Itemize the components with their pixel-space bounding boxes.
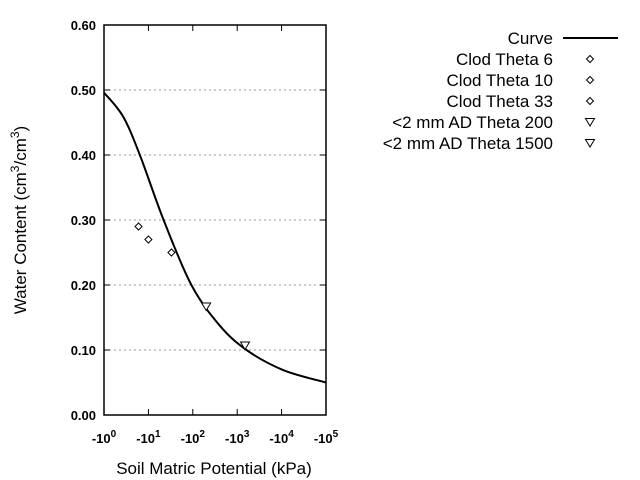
data-point <box>239 341 251 351</box>
y-tick-label: 0.30 <box>71 213 96 228</box>
y-tick-label: 0.20 <box>71 278 96 293</box>
x-axis-label: Soil Matric Potential (kPa) <box>116 459 312 478</box>
legend-label: Clod Theta 6 <box>456 50 553 69</box>
legend-label: Clod Theta 33 <box>447 92 553 111</box>
points-series <box>134 222 251 351</box>
y-tick-label: 0.60 <box>71 18 96 33</box>
x-tick-label: -101 <box>136 429 161 446</box>
data-point <box>167 248 176 257</box>
y-tick-label: 0.10 <box>71 343 96 358</box>
x-tick-label: -104 <box>269 429 294 446</box>
legend-label: <2 mm AD Theta 200 <box>392 113 553 132</box>
legend-marker <box>584 139 596 148</box>
y-axis-label: Water Content (cm3/cm3) <box>8 126 30 314</box>
x-tick-label: -102 <box>181 429 206 446</box>
x-tick-label: -100 <box>92 429 117 446</box>
curve-line <box>103 91 327 384</box>
grid <box>104 89 326 351</box>
y-tick-label: 0.50 <box>71 83 96 98</box>
legend-label: <2 mm AD Theta 1500 <box>383 134 553 153</box>
legend-marker <box>585 96 595 106</box>
legend-label: Clod Theta 10 <box>447 71 553 90</box>
x-tick-label: -105 <box>314 429 339 446</box>
data-point <box>200 302 212 312</box>
x-tick-label: -103 <box>225 429 250 446</box>
data-point <box>144 235 153 244</box>
legend-marker <box>585 75 595 85</box>
y-axis: 0.00 0.10 0.20 0.30 0.40 0.50 0.60 <box>71 18 326 423</box>
legend-marker <box>585 54 595 64</box>
y-tick-label: 0.40 <box>71 148 96 163</box>
legend-marker <box>584 118 596 127</box>
x-axis: -100 -101 -102 -103 -104 -105 <box>92 25 339 446</box>
legend-label: Curve <box>508 29 553 48</box>
data-point <box>134 222 143 231</box>
y-tick-label: 0.00 <box>71 408 96 423</box>
legend: Curve Clod Theta 6 Clod Theta 10 Clod Theta… <box>383 29 618 153</box>
curve-series <box>103 91 327 384</box>
